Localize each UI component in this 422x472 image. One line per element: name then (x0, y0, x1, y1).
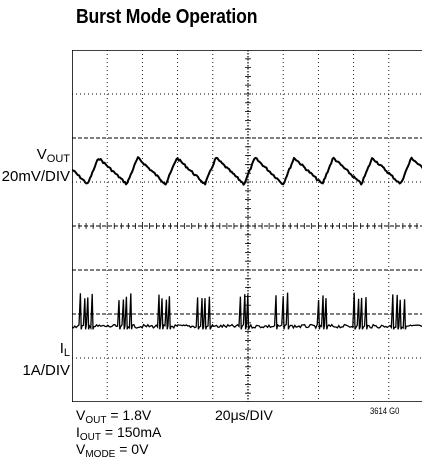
timebase-label: 20μs/DIV (215, 407, 273, 423)
vmode-condition: VMODE = 0V (76, 441, 148, 463)
vout-cond-sub: OUT (85, 415, 107, 426)
oscilloscope-screen (72, 50, 422, 402)
vout-trace (72, 156, 422, 186)
iout-condition: IOUT = 150mA (76, 424, 161, 446)
iout-cond-value: = 150mA (101, 424, 162, 440)
scope-grid (72, 50, 422, 402)
il-scale-label: 1A/DIV (22, 362, 70, 379)
page-title: Burst Mode Operation (76, 6, 258, 28)
figure-id: 3614 G0 (370, 406, 400, 416)
vmode-cond-sub: MODE (85, 449, 116, 460)
iout-cond-sub: OUT (79, 432, 101, 443)
vout-scale-label: 20mV/DIV (1, 168, 70, 185)
vmode-cond-value: = 0V (115, 441, 149, 457)
il-label-main: I (59, 340, 64, 357)
vout-cond-main: V (76, 407, 86, 423)
il-trace (72, 292, 422, 331)
il-channel-label: IL 1A/DIV (22, 340, 70, 379)
iout-cond-main: I (76, 424, 80, 440)
vout-label-sub: OUT (46, 153, 70, 165)
vout-condition: VOUT = 1.8V (76, 407, 151, 429)
vout-label-main: V (36, 146, 47, 163)
il-label-sub: L (63, 347, 70, 359)
vmode-cond-main: V (76, 441, 86, 457)
vout-channel-label: VOUT 20mV/DIV (2, 146, 70, 185)
vout-cond-value: = 1.8V (106, 407, 152, 423)
